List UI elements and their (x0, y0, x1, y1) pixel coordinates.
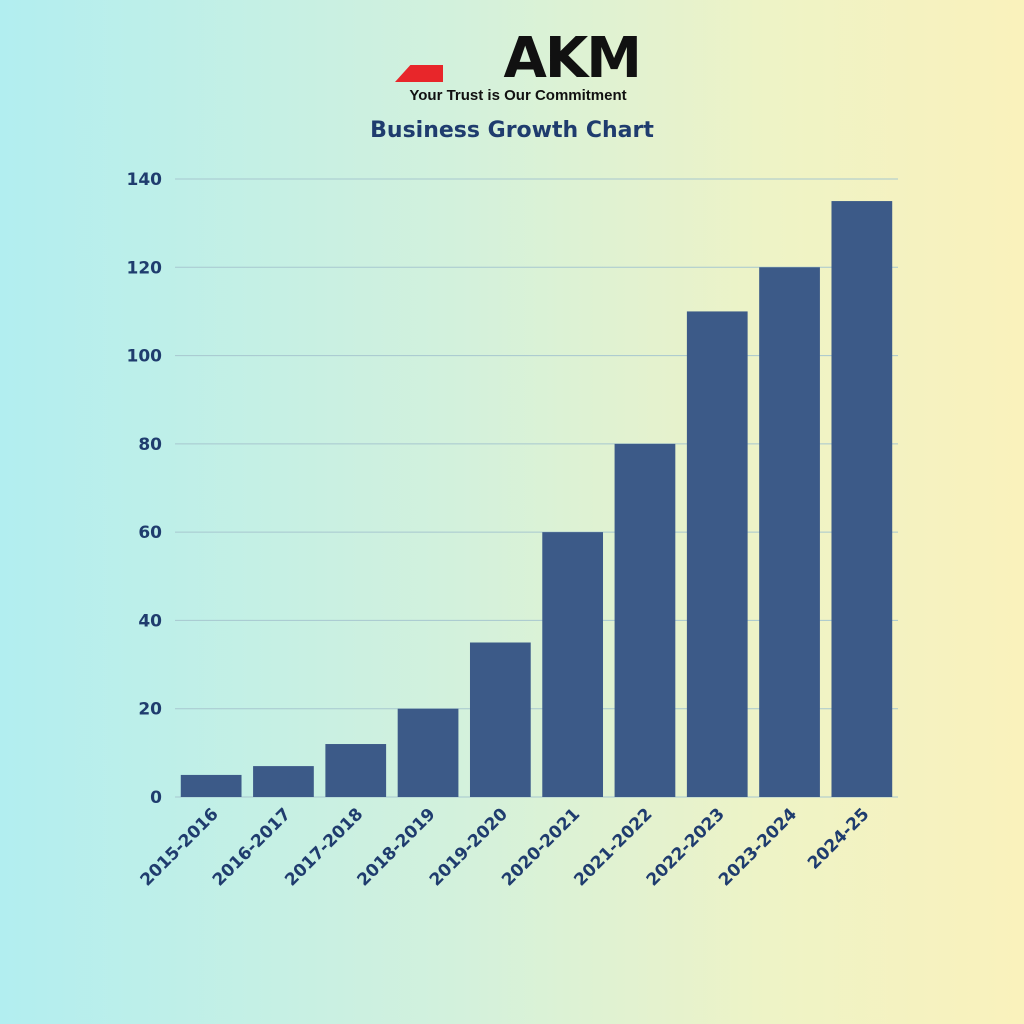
y-tick-label: 60 (138, 523, 162, 543)
chart-title: Business Growth Chart (370, 118, 654, 143)
company-logo: AKM (503, 26, 642, 91)
x-tick-label: 2024-25 (804, 804, 873, 873)
bar-2016-2017 (253, 766, 314, 797)
logo-accent-slash (395, 65, 443, 82)
y-tick-label: 20 (138, 700, 162, 720)
x-axis-ticks: 2015-20162016-20172017-20182018-20192019… (137, 804, 874, 890)
y-tick-label: 100 (127, 347, 163, 367)
bar-2018-2019 (397, 708, 459, 797)
bar-2023-2024 (759, 267, 820, 797)
x-tick-label: 2023-2024 (715, 804, 801, 890)
y-axis-ticks: 0 20 40 60 80 100 120 140 (127, 170, 163, 808)
chart-bars (180, 201, 893, 798)
bar-2021-2022 (614, 443, 676, 797)
y-tick-label: 40 (138, 611, 162, 631)
y-tick-label: 0 (150, 788, 162, 808)
bar-2017-2018 (325, 744, 387, 797)
bar-2019-2020 (469, 642, 531, 797)
y-tick-label: 80 (138, 435, 162, 455)
bar-2024-25 (831, 201, 893, 798)
y-tick-label: 120 (127, 258, 163, 278)
bar-2020-2021 (542, 532, 604, 797)
brand-header: AKM Your Trust is Our Commitment (0, 0, 1024, 160)
y-tick-label: 140 (127, 170, 163, 190)
bar-2015-2016 (180, 774, 242, 797)
company-tagline: Your Trust is Our Commitment (409, 87, 627, 104)
bar-2022-2023 (686, 311, 748, 797)
